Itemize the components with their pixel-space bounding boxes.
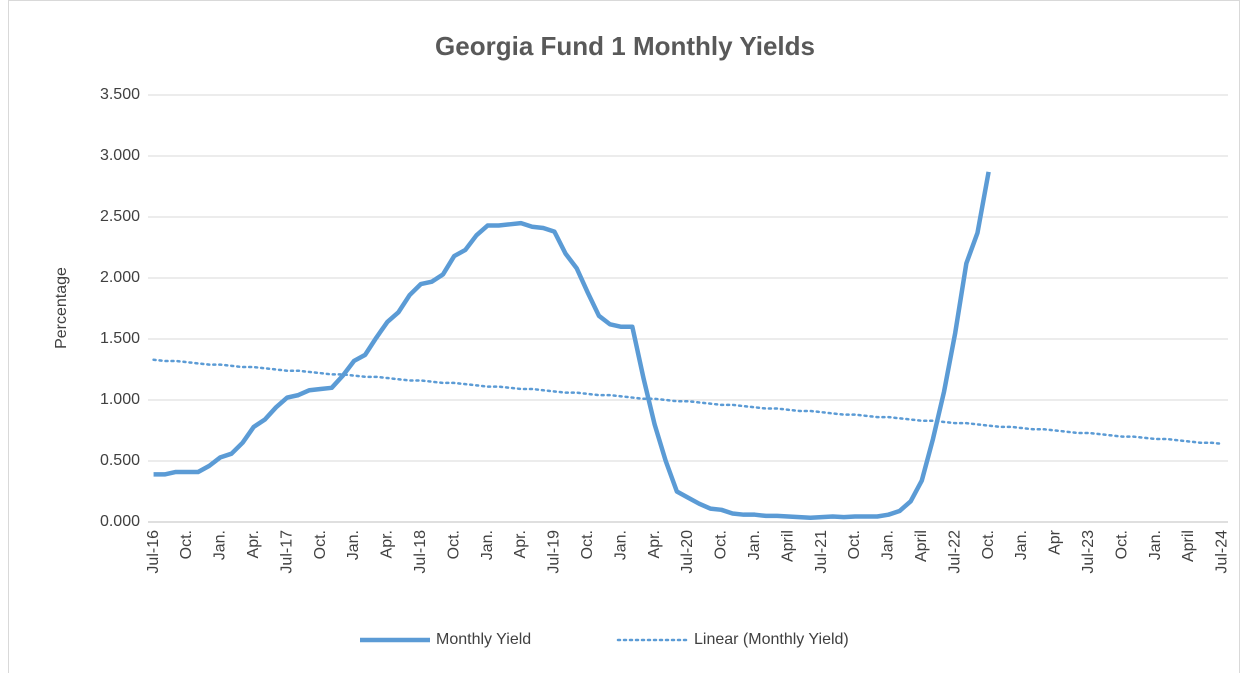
- trend-line: [152, 358, 1224, 446]
- series-line: [153, 171, 991, 520]
- x-tick-label: Apr.: [646, 530, 663, 558]
- x-tick-label: April: [779, 530, 796, 562]
- legend-label: Monthly Yield: [436, 631, 531, 648]
- y-tick-label: 3.000: [100, 147, 140, 164]
- x-tick-label: Jul-16: [145, 530, 162, 574]
- x-tick-label: Jan.: [1013, 530, 1030, 560]
- y-tick-label: 0.500: [100, 452, 140, 469]
- x-tick-label: Jul-24: [1214, 530, 1231, 574]
- x-tick-label: Oct.: [178, 530, 195, 559]
- x-tick-label: Jul-18: [412, 530, 429, 574]
- y-tick-label: 3.500: [100, 86, 140, 103]
- x-tick-label: Apr.: [379, 530, 396, 558]
- x-tick-label: Oct.: [846, 530, 863, 559]
- x-tick-label: Jan.: [212, 530, 229, 560]
- chart-frame: [8, 0, 1240, 673]
- x-tick-label: Jul-21: [813, 530, 830, 574]
- x-tick-label: Oct.: [579, 530, 596, 559]
- x-tick-label: Jan.: [612, 530, 629, 560]
- x-tick-label: Apr.: [245, 530, 262, 558]
- x-tick-label: Jul-23: [1080, 530, 1097, 574]
- x-tick-label: Jan.: [479, 530, 496, 560]
- x-tick-label: Jan.: [1147, 530, 1164, 560]
- chart-title: Georgia Fund 1 Monthly Yields: [435, 31, 815, 61]
- x-tick-label: Oct.: [980, 530, 997, 559]
- y-tick-label: 1.000: [100, 391, 140, 408]
- x-tick-label: Jan.: [746, 530, 763, 560]
- x-tick-label: Oct.: [713, 530, 730, 559]
- x-tick-label: April: [913, 530, 930, 562]
- y-tick-label: 1.500: [100, 330, 140, 347]
- x-tick-label: Apr: [1047, 529, 1064, 555]
- y-tick-label: 0.000: [100, 513, 140, 530]
- y-tick-label: 2.500: [100, 208, 140, 225]
- x-tick-label: Jul-22: [946, 530, 963, 574]
- x-tick-label: Jul-17: [278, 530, 295, 574]
- x-tick-label: Jan.: [880, 530, 897, 560]
- x-tick-label: Oct.: [445, 530, 462, 559]
- x-tick-label: Jul-19: [546, 530, 563, 574]
- x-tick-label: Oct.: [312, 530, 329, 559]
- x-tick-label: April: [1180, 530, 1197, 562]
- x-tick-label: Jan.: [345, 530, 362, 560]
- x-tick-label: Oct.: [1113, 530, 1130, 559]
- y-axis-label: Percentage: [53, 267, 70, 349]
- x-tick-label: Apr.: [512, 530, 529, 558]
- x-tick-label: Jul-20: [679, 530, 696, 574]
- legend-label: Linear (Monthly Yield): [694, 631, 849, 648]
- y-tick-label: 2.000: [100, 269, 140, 286]
